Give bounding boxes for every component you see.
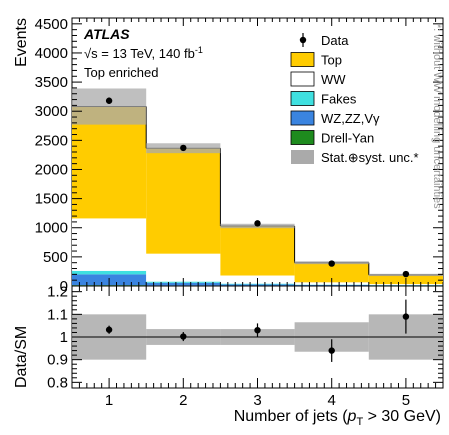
main-y-tick-label-2000: 2000 bbox=[35, 161, 68, 178]
ratio-point-2 bbox=[180, 333, 187, 340]
y-axis-label-ratio: Data/SM bbox=[13, 326, 30, 388]
data-points bbox=[105, 97, 410, 278]
main-panel: 0 500 1000 1500 2000 2500 3000 3500 4000 4500 Eve… bbox=[13, 16, 444, 295]
legend-entry-fakes-label: Fakes bbox=[321, 92, 357, 107]
region-label: Top enriched bbox=[84, 65, 158, 80]
legend-entry-fakes-swatch bbox=[290, 91, 315, 106]
bar-top-bin-2 bbox=[146, 148, 221, 254]
bar-top-bin-3 bbox=[220, 225, 295, 276]
data-point-2 bbox=[180, 144, 187, 152]
x-axis-label-p: p bbox=[347, 408, 357, 425]
main-y-tick-label-0: 0 bbox=[60, 278, 68, 295]
bar-top-bin-4 bbox=[294, 262, 369, 283]
energy-label-superscript: -1 bbox=[195, 45, 203, 55]
main-y-tick-label-1500: 1500 bbox=[35, 191, 68, 208]
legend-entry-wz-zz-v-swatch bbox=[290, 110, 315, 126]
ratio-y-tick-label-1: 1 bbox=[60, 329, 68, 346]
data-point-4 bbox=[328, 260, 335, 267]
ratio-point-1 bbox=[105, 326, 113, 333]
ratio-y-tick-label-0.8: 0.8 bbox=[47, 374, 68, 391]
legend-entry-drell-yan-label: Drell-Yan bbox=[321, 131, 374, 146]
ratio-point-3 bbox=[254, 327, 261, 334]
main-y-tick-label-4000: 4000 bbox=[35, 45, 68, 62]
data-point-1 bbox=[105, 97, 113, 104]
main-y-tick-label-500: 500 bbox=[43, 249, 68, 266]
bar-ww-bin-2 bbox=[146, 253, 221, 282]
bar-ww-bin-1 bbox=[72, 218, 147, 271]
x-axis-label-suffix: > 30 GeV) bbox=[363, 408, 441, 425]
main-y-tick-label-2500: 2500 bbox=[35, 132, 68, 149]
energy-label: √s = 13 TeV, 140 fb-1 bbox=[84, 45, 203, 61]
ratio-y-tick-label-0.9: 0.9 bbox=[47, 352, 68, 369]
main-y-tick-label-3500: 3500 bbox=[35, 74, 68, 91]
main-y-tick-label-4500: 4500 bbox=[35, 16, 68, 33]
x-tick-label-5: 5 bbox=[402, 392, 410, 409]
legend: Data Top WW Fakes WZ,ZZ,Vγ Drell-Yan Stat.⊕sys… bbox=[290, 33, 419, 165]
uncertainty-band-bin-1 bbox=[72, 88, 147, 125]
x-tick-label-1: 1 bbox=[105, 392, 113, 409]
y-axis-label-events: Events bbox=[13, 18, 30, 67]
bar-top-bin-1 bbox=[72, 106, 147, 219]
ratio-y-tick-label-1.1: 1.1 bbox=[47, 306, 68, 323]
data-point-3 bbox=[254, 220, 261, 227]
legend-entry-stat-syst-unc-swatch bbox=[291, 150, 314, 164]
legend-entry-top-swatch bbox=[290, 52, 315, 67]
main-y-ticks: 0 500 1000 1500 2000 2500 3000 3500 4000 4500 bbox=[35, 16, 443, 295]
x-tick-label-4: 4 bbox=[328, 392, 336, 409]
x-axis-label-prefix: Number of jets ( bbox=[234, 408, 348, 425]
ratio-point-5 bbox=[402, 313, 410, 320]
legend-entry-data-label: Data bbox=[321, 33, 349, 48]
atlas-label: ATLAS bbox=[83, 26, 130, 42]
ratio-points bbox=[105, 299, 410, 362]
legend-entry-ww-swatch bbox=[290, 71, 315, 87]
x-axis-label: Number of jets (pT > 30 GeV) bbox=[234, 408, 441, 428]
x-tick-label-2: 2 bbox=[179, 392, 187, 409]
main-y-tick-label-1000: 1000 bbox=[35, 220, 68, 237]
bar-fakes-bin-1 bbox=[72, 270, 147, 275]
main-y-tick-label-3000: 3000 bbox=[35, 103, 68, 120]
ratio-point-4 bbox=[328, 347, 335, 354]
ratio-y-ticks: 0.8 0.9 1 1.1 1.2 bbox=[47, 284, 443, 391]
legend-entry-data-marker bbox=[299, 36, 307, 44]
x-axis-label-sub: T bbox=[356, 416, 363, 428]
stacked-backgrounds bbox=[72, 106, 443, 286]
legend-entry-drell-yan-swatch bbox=[290, 130, 315, 145]
legend-entry-top-label: Top bbox=[321, 53, 342, 68]
legend-entry-ww-label: WW bbox=[321, 72, 346, 87]
ratio-y-tick-label-1.2: 1.2 bbox=[47, 284, 68, 301]
side-note: *: without WW modelling uncertainties bbox=[431, 24, 443, 209]
data-point-5 bbox=[402, 270, 410, 278]
ratio-panel: 0.8 0.9 1 1.1 1.2 1 2 3 4 5 Data/SM bbox=[13, 284, 444, 409]
legend-entry-stat-syst-unc-label: Stat.⊕syst. unc.* bbox=[321, 150, 419, 165]
legend-entry-wz-zz-v-label: WZ,ZZ,Vγ bbox=[321, 111, 380, 126]
ratio-x-ticks: 1 2 3 4 5 bbox=[78, 286, 444, 409]
energy-label-text: √s = 13 TeV, 140 fb bbox=[84, 46, 195, 61]
main-x-ticks bbox=[78, 18, 444, 286]
x-tick-label-3: 3 bbox=[253, 392, 261, 409]
